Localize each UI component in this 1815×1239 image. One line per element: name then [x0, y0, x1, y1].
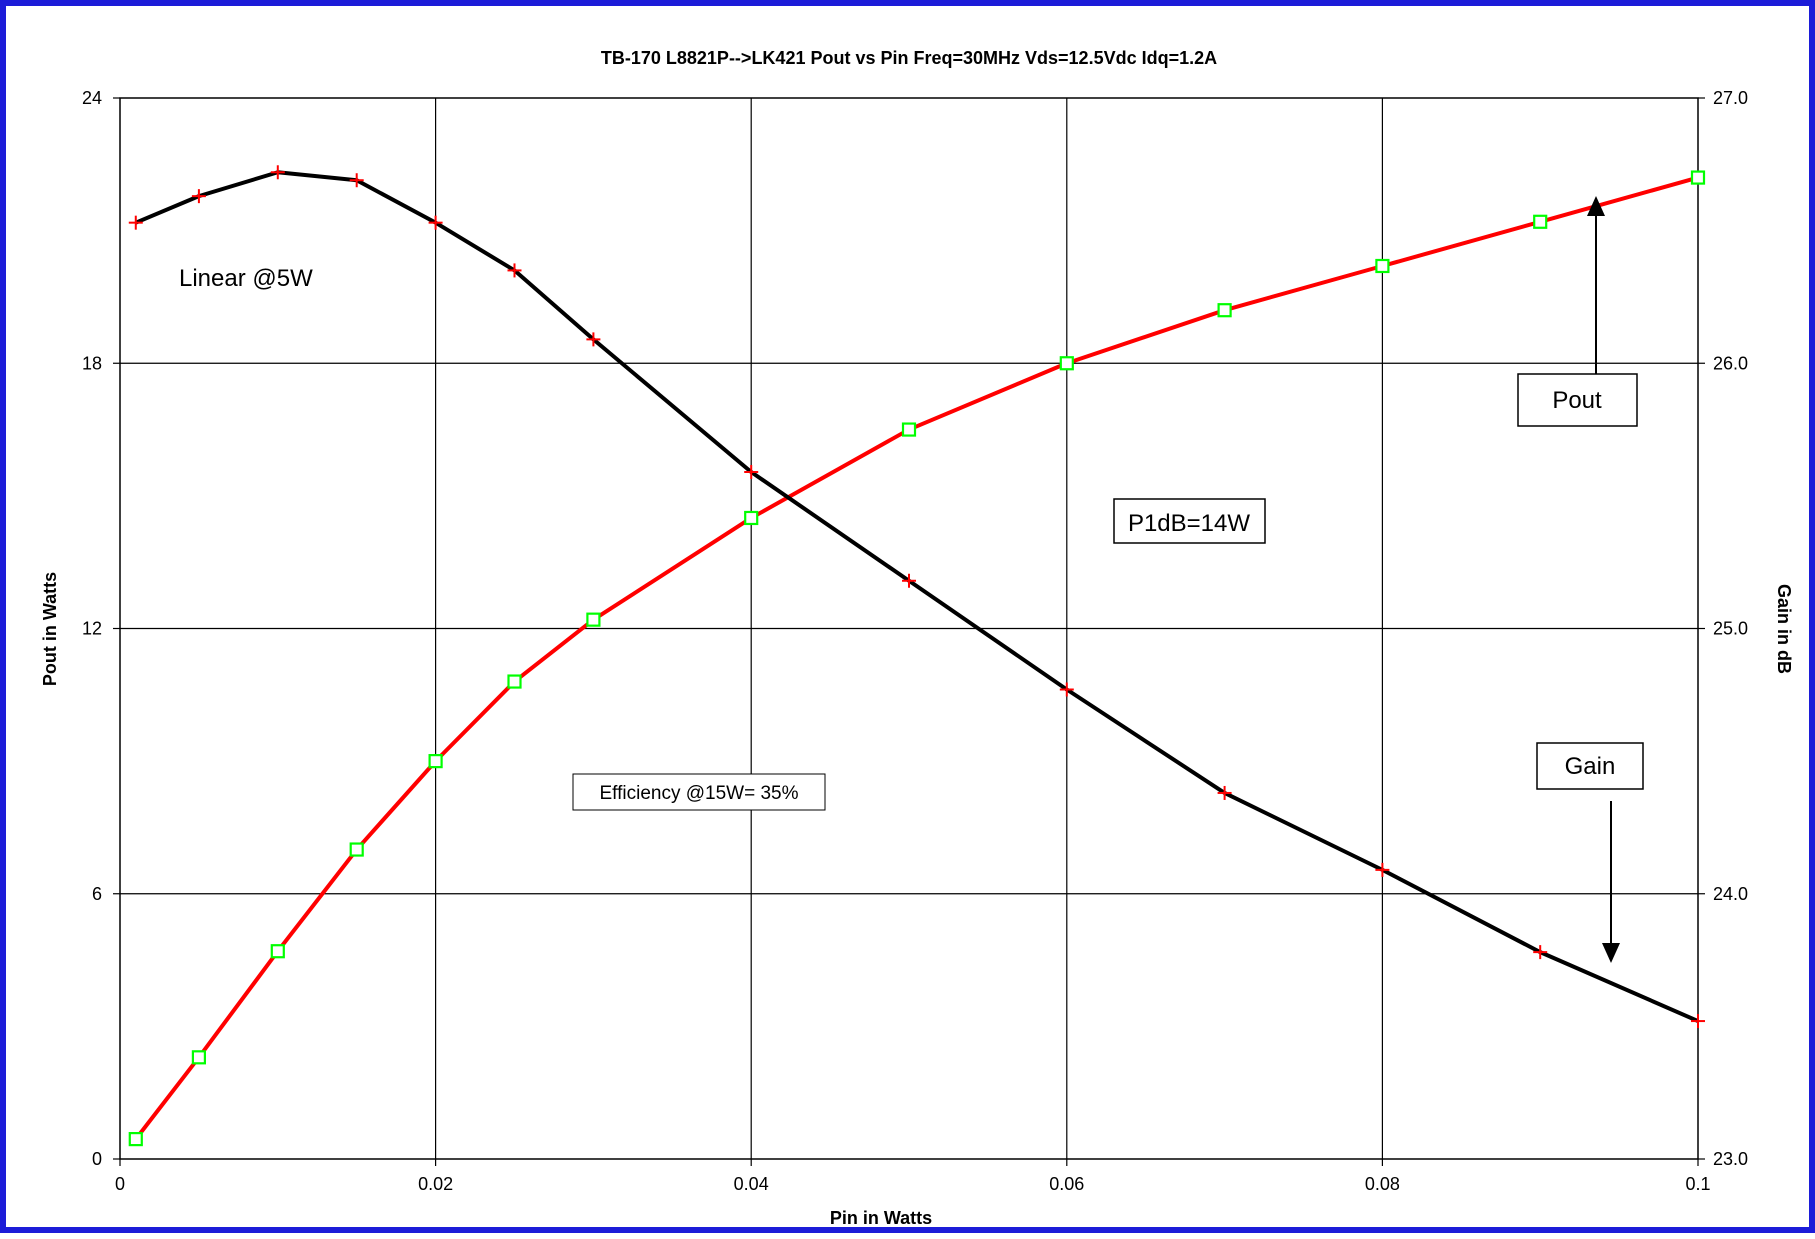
efficiency-annotation: Efficiency @15W= 35% — [600, 783, 799, 804]
gain-data-point — [270, 165, 285, 180]
x-tick-label: 0.04 — [734, 1174, 769, 1194]
pout-data-point — [270, 944, 285, 959]
x-tick-label: 0 — [115, 1174, 125, 1194]
y-axis-right-label: Gain in dB — [1774, 584, 1794, 674]
x-tick-label: 0.02 — [418, 1174, 453, 1194]
pout-data-point — [1533, 214, 1548, 229]
gain-data-point — [1375, 862, 1390, 877]
gain-data-point — [507, 263, 522, 278]
p1db-box — [1113, 498, 1266, 544]
y-left-tick-label: 0 — [92, 1149, 102, 1169]
x-tick-label: 0.06 — [1049, 1174, 1084, 1194]
gain-data-point — [191, 189, 206, 204]
pout-data-point — [1059, 356, 1074, 371]
linear-annotation: Linear @5W — [179, 265, 313, 292]
efficiency-box — [572, 773, 826, 811]
x-tick-label: 0.08 — [1365, 1174, 1400, 1194]
pout-data-point — [349, 842, 364, 857]
gain-data-point — [586, 332, 601, 347]
gain-data-point — [1217, 785, 1232, 800]
y-right-tick-label: 24.0 — [1713, 884, 1748, 904]
y-axis-left-label: Pout in Watts — [40, 572, 60, 686]
series-layer — [128, 165, 1706, 1147]
gain-data-point — [744, 465, 759, 480]
chart-title: TB-170 L8821P-->LK421 Pout vs Pin Freq=3… — [601, 48, 1217, 68]
y-right-tick-label: 27.0 — [1713, 88, 1748, 108]
y-left-tick-label: 24 — [82, 88, 102, 108]
p1db-annotation: P1dB=14W — [1128, 510, 1250, 537]
gain-label: Gain — [1565, 753, 1616, 780]
y-left-tick-label: 18 — [82, 353, 102, 373]
pout-data-point — [586, 612, 601, 627]
grid-lines — [120, 98, 1698, 1159]
gain-data-point — [428, 215, 443, 230]
pout-data-point — [128, 1132, 143, 1147]
chart-svg: TB-170 L8821P-->LK421 Pout vs Pin Freq=3… — [40, 48, 1794, 1228]
pout-data-point — [1375, 258, 1390, 274]
gain-series-line — [135, 170, 1699, 1023]
gain-data-point — [1059, 682, 1074, 697]
gain-data-point — [902, 573, 916, 588]
pout-data-point — [191, 1050, 206, 1065]
pout-data-point — [507, 674, 522, 689]
pout-data-point — [744, 510, 759, 526]
pout-data-point — [1690, 170, 1706, 185]
y-left-tick-label: 6 — [92, 884, 102, 904]
gain-data-point — [128, 215, 143, 230]
pout-arrow-head — [1587, 196, 1605, 216]
pout-label-box — [1517, 373, 1638, 427]
gain-data-point — [1691, 1014, 1705, 1029]
x-tick-label: 0.1 — [1685, 1174, 1710, 1194]
y-right-tick-label: 23.0 — [1713, 1149, 1748, 1169]
y-right-tick-label: 25.0 — [1713, 619, 1748, 639]
pout-data-point — [901, 422, 917, 437]
y-left-tick-label: 12 — [82, 619, 102, 639]
gain-arrow-head — [1602, 943, 1620, 963]
pout-label: Pout — [1552, 387, 1602, 414]
y-right-tick-label: 26.0 — [1713, 353, 1748, 373]
gain-label-box — [1536, 742, 1644, 790]
x-axis-label: Pin in Watts — [830, 1208, 932, 1228]
pout-series-line — [134, 175, 1699, 1141]
pout-data-point — [1217, 303, 1232, 318]
axis-ticks: 0 0.02 0.04 0.06 0.08 0.1 0 6 12 18 24 23.0 24.0 25.0… — [82, 88, 1748, 1194]
gain-data-point — [349, 173, 364, 188]
pout-data-point — [428, 754, 443, 769]
gain-data-point — [1533, 945, 1548, 960]
